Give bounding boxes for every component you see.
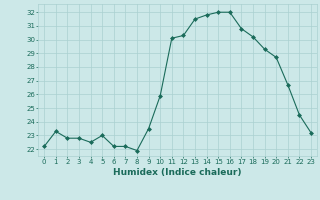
X-axis label: Humidex (Indice chaleur): Humidex (Indice chaleur) xyxy=(113,168,242,177)
